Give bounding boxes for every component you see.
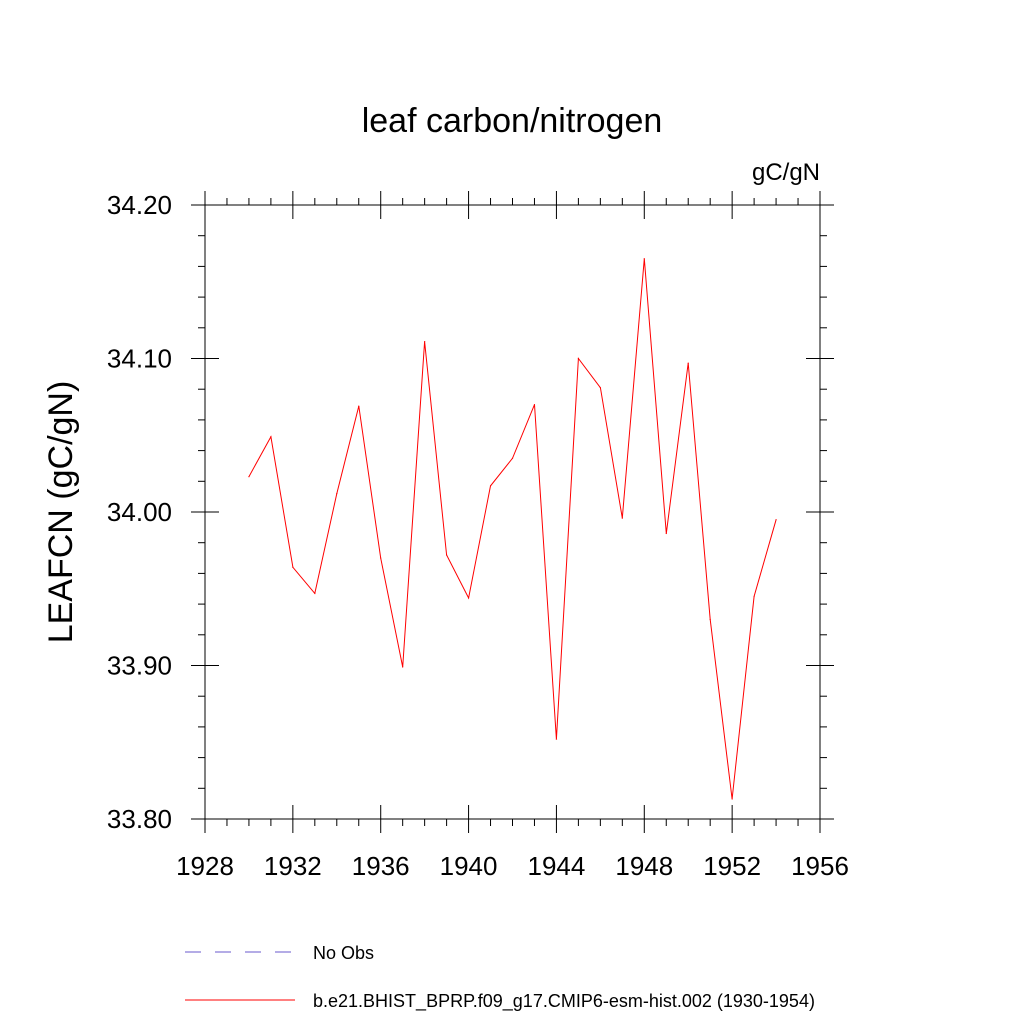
data-point [511, 457, 514, 459]
data-point [248, 476, 250, 478]
data-point [709, 618, 711, 621]
y-tick-label: 34.10 [107, 344, 172, 374]
series-layer [248, 258, 777, 800]
data-point [424, 341, 426, 343]
data-point [533, 403, 536, 406]
x-tick-label: 1944 [528, 851, 586, 881]
data-point [467, 597, 470, 599]
x-tick-label: 1936 [352, 851, 410, 881]
x-tick-label: 1948 [615, 851, 673, 881]
minor-ticks [198, 198, 827, 826]
data-point [402, 666, 404, 668]
units-label: gC/gN [752, 159, 820, 186]
y-tick-label: 33.90 [107, 651, 172, 681]
y-tick-label: 33.80 [107, 804, 172, 834]
data-point [336, 492, 338, 495]
data-point [577, 357, 579, 360]
data-point [665, 532, 667, 535]
y-tick-label: 34.00 [107, 497, 172, 527]
data-point [446, 554, 448, 556]
data-point [380, 557, 382, 559]
data-point [753, 595, 755, 598]
data-point [643, 258, 645, 260]
plot-frame [204, 204, 821, 820]
tick-labels: 1928 1932 1936 1940 1944 1948 1952 1956 33.80 33.… [107, 190, 849, 881]
legend-label-model: b.e21.BHIST_BPRP.f09_g17.CMIP6-esm-hist.… [313, 991, 815, 1012]
data-point [555, 738, 558, 740]
data-point [489, 485, 492, 487]
x-tick-label: 1928 [176, 851, 234, 881]
x-tick-label: 1932 [264, 851, 322, 881]
x-tick-label: 1956 [791, 851, 849, 881]
data-point [358, 405, 360, 407]
y-axis-label: LEAFCN (gC/gN) [42, 381, 80, 644]
legend: No Obs b.e21.BHIST_BPRP.f09_g17.CMIP6-es… [185, 943, 815, 1012]
y-tick-label: 34.20 [107, 190, 172, 220]
data-point [599, 387, 601, 389]
data-point [621, 517, 623, 519]
legend-label-no-obs: No Obs [313, 943, 374, 963]
series-line [248, 258, 777, 800]
chart-title: leaf carbon/nitrogen [362, 102, 663, 140]
x-tick-label: 1940 [440, 851, 498, 881]
x-tick-label: 1952 [703, 851, 761, 881]
data-point [292, 566, 294, 568]
data-point [731, 798, 733, 800]
data-point [775, 519, 777, 521]
data-point [314, 592, 316, 594]
major-ticks [191, 191, 834, 833]
data-point [687, 362, 689, 364]
data-point [270, 436, 272, 438]
